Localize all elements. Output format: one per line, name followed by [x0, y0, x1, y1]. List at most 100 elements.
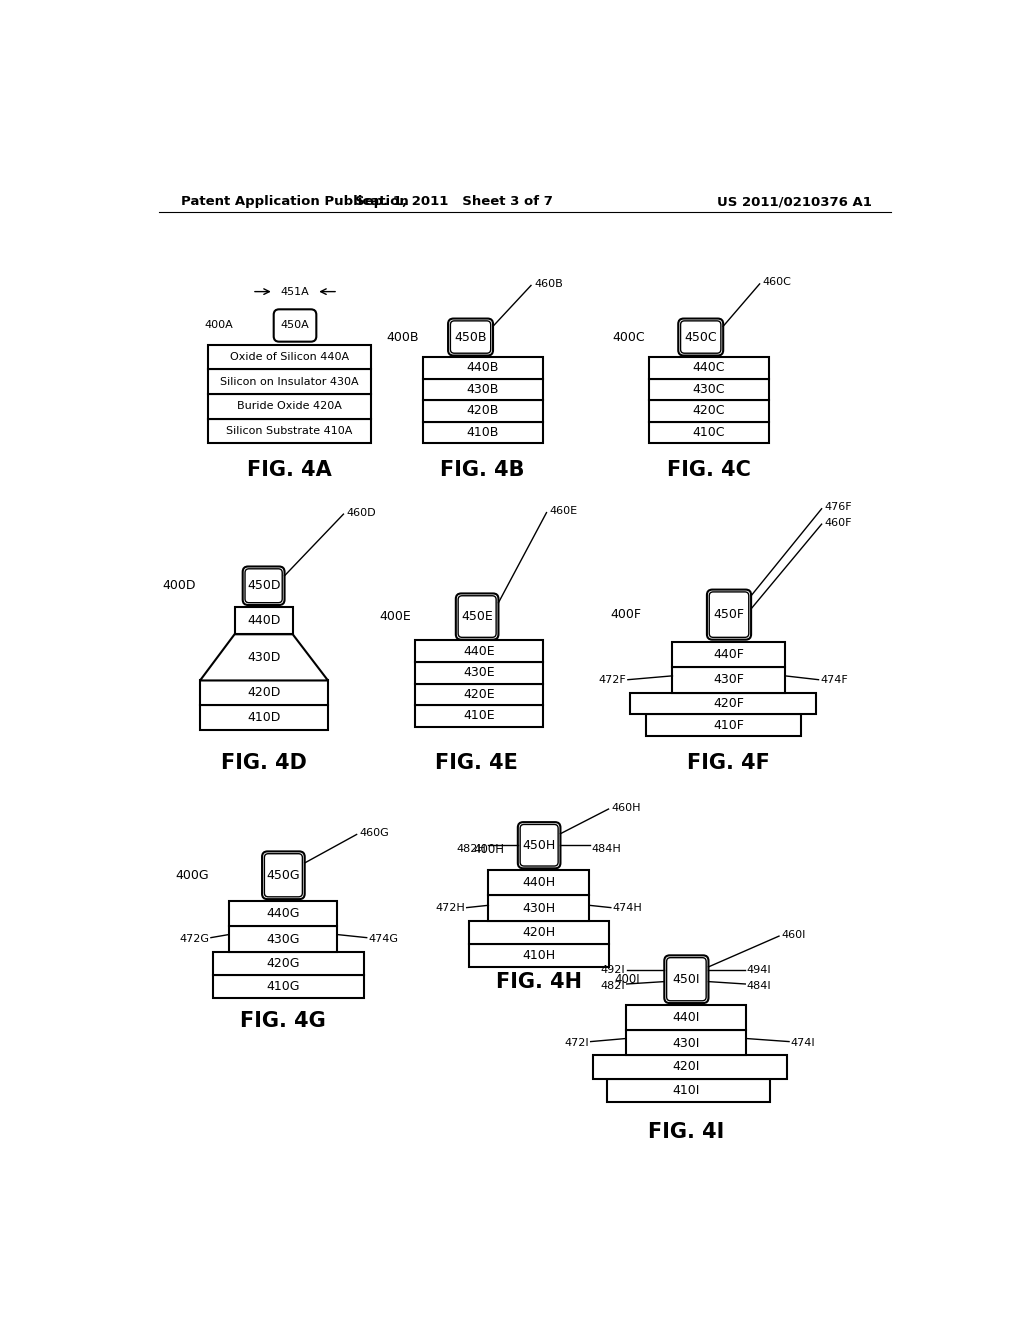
Text: 472F: 472F	[599, 675, 627, 685]
Bar	[469, 921, 608, 944]
Text: FIG. 4I: FIG. 4I	[648, 1122, 724, 1142]
Text: 410E: 410E	[463, 709, 495, 722]
Text: FIG. 4G: FIG. 4G	[240, 1011, 326, 1031]
Bar	[423, 379, 543, 400]
Bar	[234, 607, 293, 635]
Text: 430F: 430F	[713, 673, 744, 686]
FancyBboxPatch shape	[264, 854, 302, 896]
Text: 472I: 472I	[564, 1038, 589, 1048]
FancyBboxPatch shape	[262, 851, 305, 899]
Text: FIG. 4E: FIG. 4E	[435, 752, 518, 772]
Bar	[415, 663, 543, 684]
Text: 410G: 410G	[266, 979, 300, 993]
Bar	[208, 395, 371, 418]
Text: 420E: 420E	[463, 688, 495, 701]
Text: 420B: 420B	[466, 404, 499, 417]
Text: 420G: 420G	[266, 957, 300, 970]
Text: 472H: 472H	[435, 903, 465, 913]
Text: 450I: 450I	[673, 973, 700, 986]
Text: 460D: 460D	[346, 508, 376, 517]
Text: US 2011/0210376 A1: US 2011/0210376 A1	[717, 195, 872, 209]
Text: 482H: 482H	[457, 843, 486, 854]
Text: 430E: 430E	[463, 667, 495, 680]
Text: 400C: 400C	[612, 330, 645, 343]
Bar	[415, 640, 543, 663]
Text: 450B: 450B	[455, 330, 486, 343]
FancyBboxPatch shape	[449, 318, 493, 355]
Bar	[626, 1005, 746, 1030]
FancyBboxPatch shape	[665, 956, 709, 1003]
Bar	[649, 358, 769, 379]
Bar	[593, 1056, 786, 1078]
Text: 430I: 430I	[673, 1036, 699, 1049]
Text: 450H: 450H	[522, 838, 556, 851]
Text: 430H: 430H	[522, 902, 555, 915]
Bar	[649, 422, 769, 444]
Text: FIG. 4H: FIG. 4H	[496, 973, 582, 993]
Text: 410D: 410D	[248, 711, 281, 723]
Text: 400D: 400D	[163, 579, 197, 593]
Text: 410B: 410B	[466, 426, 499, 440]
Text: 450C: 450C	[684, 330, 717, 343]
Bar	[673, 642, 784, 667]
Text: 440G: 440G	[266, 907, 300, 920]
Bar	[626, 1030, 746, 1056]
Text: 460E: 460E	[550, 506, 578, 516]
Bar	[200, 705, 328, 730]
Text: 410F: 410F	[713, 718, 744, 731]
FancyBboxPatch shape	[678, 318, 723, 355]
Bar	[213, 974, 365, 998]
Text: 460I: 460I	[781, 929, 806, 940]
Bar	[423, 422, 543, 444]
Bar	[488, 895, 589, 921]
Text: Silicon Substrate 410A: Silicon Substrate 410A	[226, 426, 352, 436]
Bar	[208, 345, 371, 370]
Text: 420D: 420D	[248, 686, 281, 700]
Text: 474F: 474F	[820, 675, 848, 685]
Text: FIG. 4C: FIG. 4C	[667, 461, 751, 480]
Text: 474G: 474G	[369, 935, 398, 944]
Text: 410I: 410I	[673, 1084, 699, 1097]
Bar	[213, 952, 365, 974]
FancyBboxPatch shape	[518, 822, 560, 869]
Text: 400H: 400H	[473, 842, 504, 855]
Bar	[673, 667, 784, 693]
Text: 472G: 472G	[179, 935, 209, 944]
Polygon shape	[200, 635, 328, 681]
FancyBboxPatch shape	[273, 309, 316, 342]
Text: FIG. 4D: FIG. 4D	[221, 752, 306, 772]
Text: 476F: 476F	[824, 502, 852, 512]
Text: 451A: 451A	[281, 286, 309, 297]
Text: 420F: 420F	[713, 697, 744, 710]
Bar	[488, 870, 589, 895]
FancyBboxPatch shape	[245, 569, 283, 603]
Text: 400G: 400G	[176, 869, 209, 882]
Text: 440B: 440B	[466, 362, 499, 375]
Text: FIG. 4B: FIG. 4B	[440, 461, 525, 480]
Bar	[469, 944, 608, 966]
Bar	[228, 900, 337, 927]
Text: 450E: 450E	[461, 610, 493, 623]
Bar	[607, 1078, 770, 1102]
Text: 450A: 450A	[281, 321, 309, 330]
Text: 460B: 460B	[535, 279, 563, 289]
Text: 450D: 450D	[247, 579, 281, 593]
Text: 420C: 420C	[692, 404, 725, 417]
Text: 400E: 400E	[379, 610, 411, 623]
Text: 410H: 410H	[522, 949, 555, 962]
FancyBboxPatch shape	[681, 321, 721, 354]
Text: Buride Oxide 420A: Buride Oxide 420A	[237, 401, 342, 412]
FancyBboxPatch shape	[451, 321, 490, 354]
Text: 400I: 400I	[614, 973, 640, 986]
FancyBboxPatch shape	[456, 594, 499, 640]
FancyBboxPatch shape	[458, 595, 496, 638]
Text: 430D: 430D	[247, 651, 281, 664]
Text: 420I: 420I	[673, 1060, 699, 1073]
Text: FIG. 4A: FIG. 4A	[247, 461, 332, 480]
Text: 440C: 440C	[692, 362, 725, 375]
Text: Patent Application Publication: Patent Application Publication	[180, 195, 409, 209]
Text: FIG. 4F: FIG. 4F	[687, 752, 770, 772]
FancyBboxPatch shape	[707, 590, 751, 640]
Bar	[415, 705, 543, 726]
Text: Sep. 1, 2011   Sheet 3 of 7: Sep. 1, 2011 Sheet 3 of 7	[354, 195, 552, 209]
